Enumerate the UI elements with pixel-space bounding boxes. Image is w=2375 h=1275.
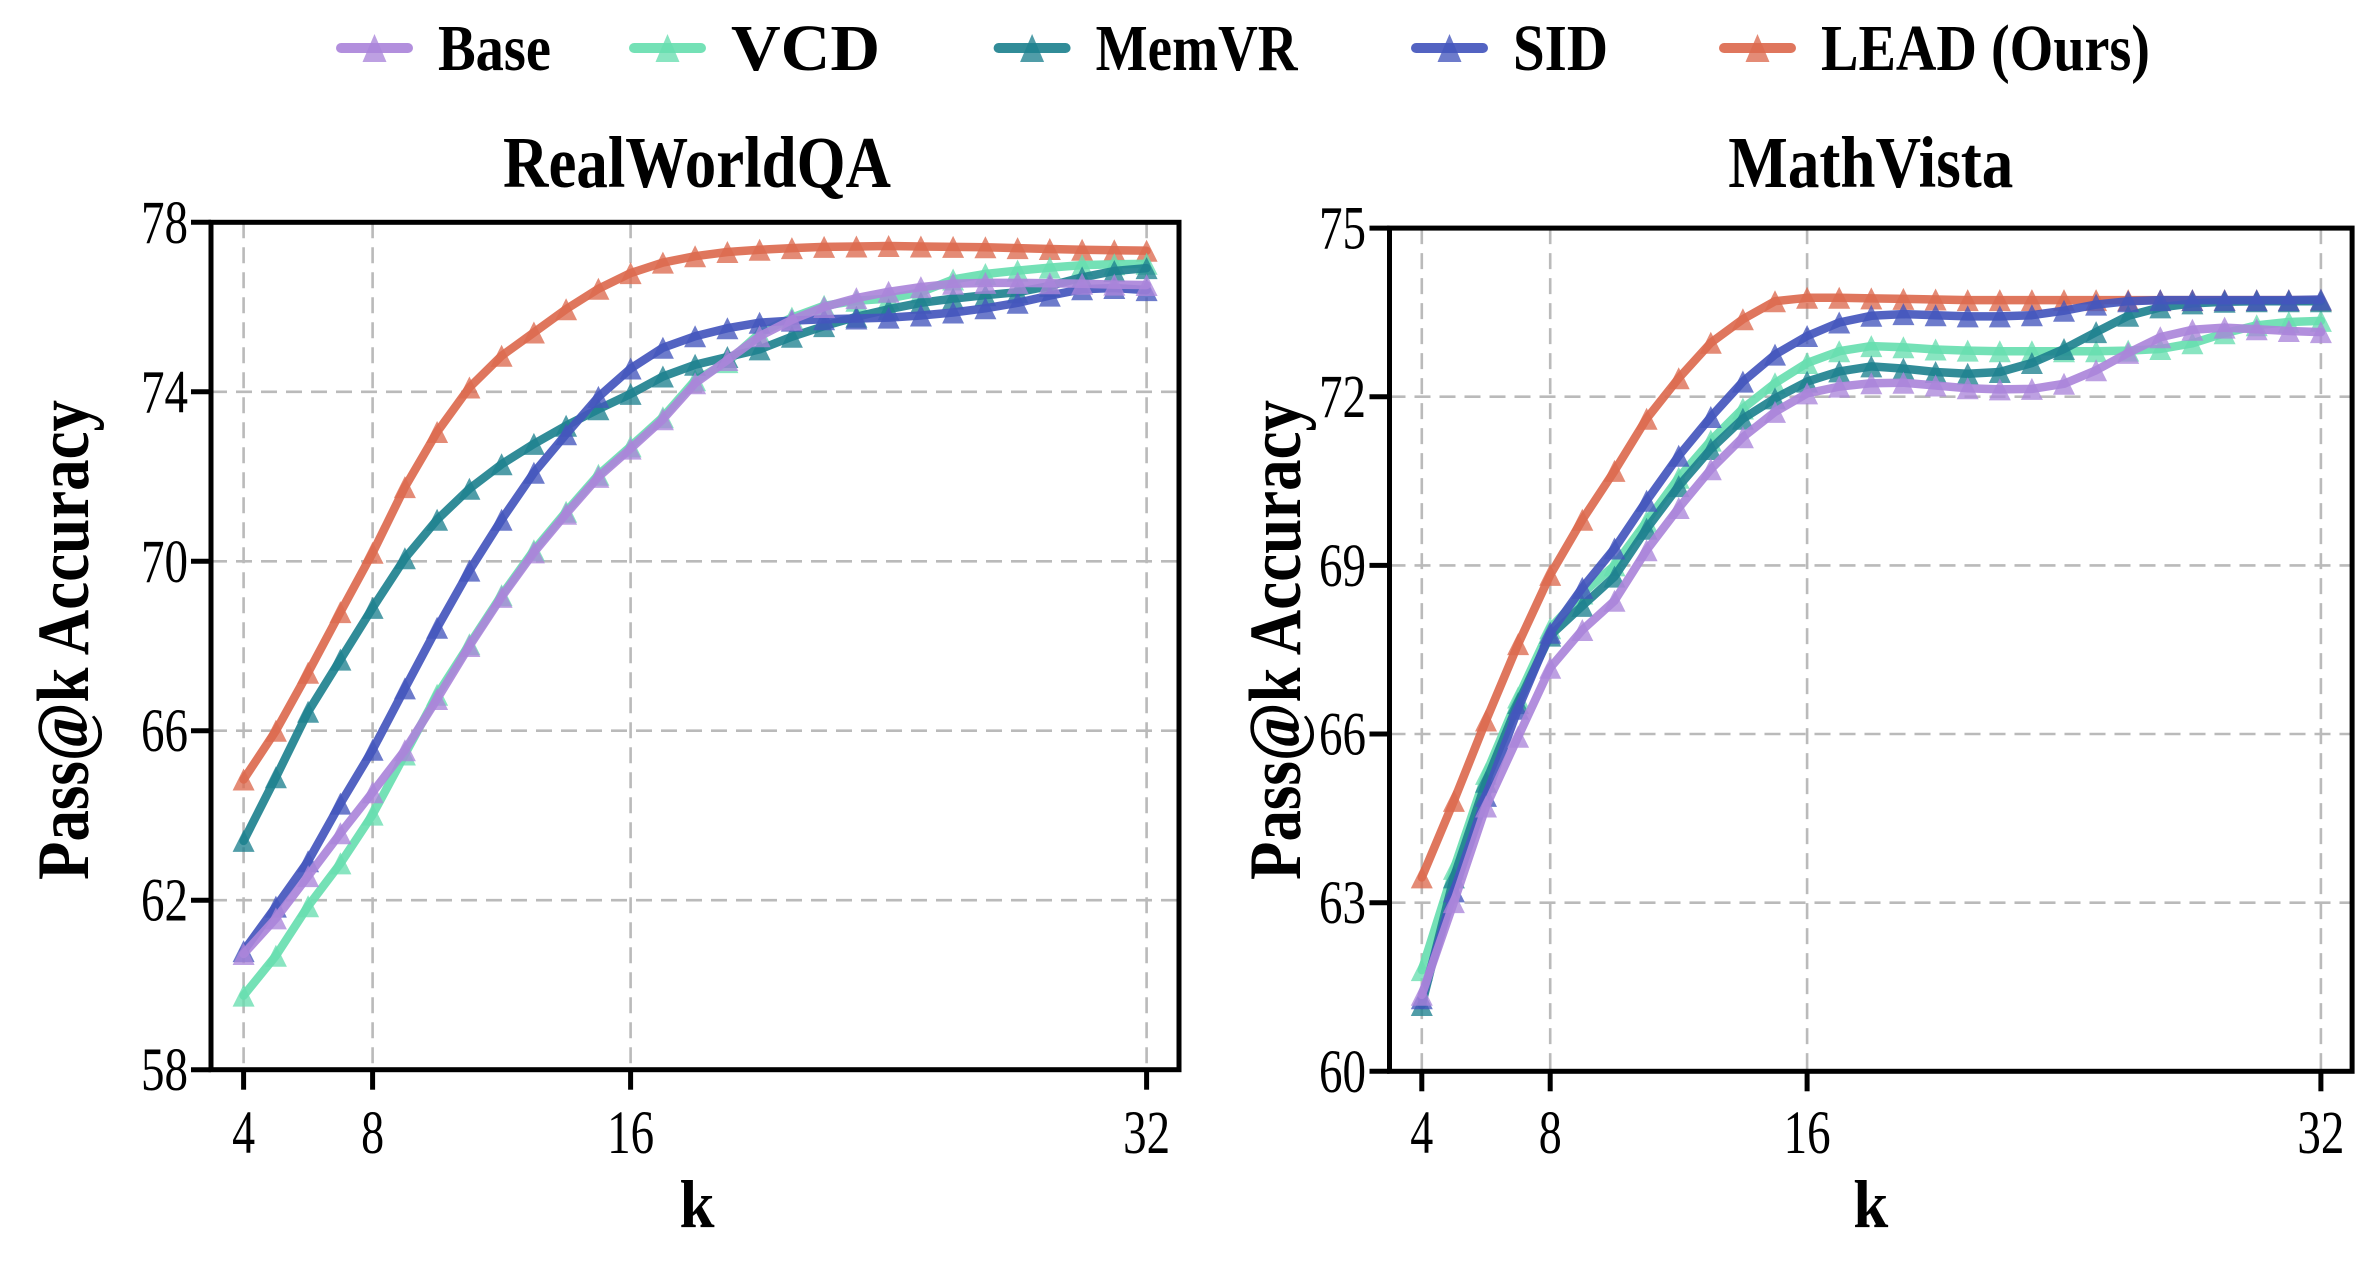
svg-text:58: 58	[141, 1037, 188, 1104]
svg-text:8: 8	[361, 1100, 384, 1167]
svg-text:8: 8	[1539, 1100, 1562, 1167]
svg-text:Base: Base	[438, 12, 551, 85]
svg-text:32: 32	[1123, 1100, 1170, 1167]
svg-text:Pass@k Accuracy: Pass@k Accuracy	[1235, 400, 1317, 880]
svg-text:78: 78	[141, 190, 188, 257]
svg-text:4: 4	[1410, 1100, 1433, 1167]
svg-text:75: 75	[1319, 196, 1366, 263]
svg-text:70: 70	[141, 529, 188, 596]
svg-text:MemVR: MemVR	[1096, 12, 1299, 85]
svg-text:k: k	[1853, 1166, 1888, 1242]
svg-text:k: k	[680, 1166, 715, 1242]
svg-text:16: 16	[1784, 1100, 1831, 1167]
svg-text:69: 69	[1319, 533, 1366, 600]
svg-text:72: 72	[1319, 364, 1366, 431]
svg-text:4: 4	[232, 1100, 255, 1167]
svg-text:66: 66	[141, 698, 188, 765]
svg-text:VCD: VCD	[731, 12, 880, 85]
svg-text:60: 60	[1319, 1039, 1366, 1106]
svg-text:63: 63	[1319, 870, 1366, 937]
svg-text:74: 74	[141, 359, 188, 426]
svg-text:66: 66	[1319, 702, 1366, 769]
svg-text:16: 16	[607, 1100, 654, 1167]
svg-text:32: 32	[2297, 1100, 2344, 1167]
svg-text:Pass@k Accuracy: Pass@k Accuracy	[23, 400, 105, 880]
svg-text:RealWorldQA: RealWorldQA	[503, 122, 891, 203]
svg-text:LEAD (Ours): LEAD (Ours)	[1821, 12, 2150, 85]
svg-text:SID: SID	[1513, 12, 1608, 85]
svg-text:62: 62	[141, 868, 188, 935]
svg-text:MathVista: MathVista	[1728, 122, 2013, 203]
